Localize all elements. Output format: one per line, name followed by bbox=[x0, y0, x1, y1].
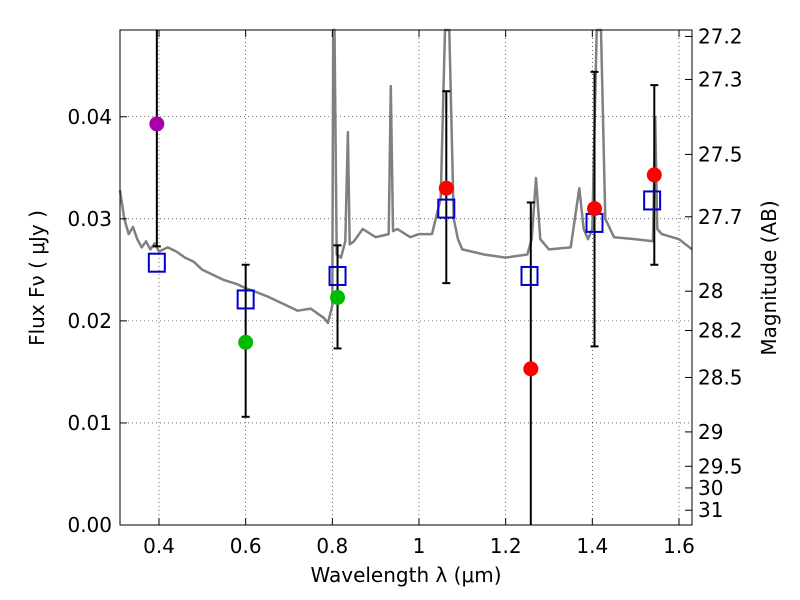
magnitude-tick-label: 28.5 bbox=[698, 365, 743, 389]
model-squares-layer bbox=[147, 190, 662, 310]
model-square-marker bbox=[328, 265, 347, 286]
plot-frame bbox=[119, 29, 693, 526]
magnitude-tick-label: 27.5 bbox=[698, 142, 743, 166]
x-tick-label: 1.6 bbox=[663, 534, 695, 558]
magnitude-tick-label: 27.3 bbox=[698, 67, 743, 91]
y-tick-label: 0.04 bbox=[67, 105, 112, 129]
x-tick-label: 0.6 bbox=[230, 534, 262, 558]
observed-point bbox=[523, 361, 539, 377]
observed-points-layer bbox=[149, 116, 662, 377]
y-tick-label: 0.03 bbox=[67, 207, 112, 231]
y-tick-label: 0.01 bbox=[67, 411, 112, 435]
x-axis-label: Wavelength λ (μm) bbox=[310, 563, 501, 587]
sed-model-layer bbox=[118, 28, 693, 325]
x-tick-label: 0.4 bbox=[143, 534, 175, 558]
magnitude-tick-label: 27.2 bbox=[698, 24, 743, 48]
magnitude-tick-label: 27.7 bbox=[698, 205, 743, 229]
x-ticks: 0.4 0.6 0.8 1 1.2 1.4 1.6 bbox=[143, 30, 695, 558]
observed-point bbox=[149, 116, 165, 132]
observed-point bbox=[646, 167, 662, 183]
model-square-marker bbox=[643, 190, 662, 211]
magnitude-tick-label: 28 bbox=[698, 279, 723, 303]
magnitude-tick-label: 28.2 bbox=[698, 319, 743, 343]
model-square-marker bbox=[236, 289, 255, 310]
model-square-marker bbox=[437, 198, 456, 219]
model-square-marker bbox=[520, 265, 539, 286]
x-tick-label: 1 bbox=[413, 534, 426, 558]
y-tick-label: 0.00 bbox=[67, 513, 112, 537]
grid-lines bbox=[120, 30, 692, 526]
error-bars-layer bbox=[152, 30, 659, 525]
sed-model-line bbox=[118, 28, 693, 325]
right-axis-label: Magnitude (AB) bbox=[757, 200, 781, 355]
observed-point bbox=[330, 289, 346, 305]
magnitude-tick-label: 29 bbox=[698, 420, 723, 444]
y-tick-label: 0.02 bbox=[67, 309, 112, 333]
x-tick-label: 1.2 bbox=[490, 534, 522, 558]
magnitude-tick-label: 31 bbox=[698, 498, 723, 522]
magnitude-tick-label: 29.5 bbox=[698, 454, 743, 478]
y-axis-label: Flux Fν ( μJy ) bbox=[25, 210, 49, 346]
observed-point bbox=[438, 180, 454, 196]
x-tick-label: 1.4 bbox=[576, 534, 608, 558]
magnitude-tick-label: 30 bbox=[698, 476, 723, 500]
y-ticks: 0.00 0.01 0.02 0.03 0.04 bbox=[67, 105, 127, 537]
model-square-marker bbox=[147, 252, 166, 273]
observed-point bbox=[587, 201, 602, 217]
x-tick-label: 0.8 bbox=[316, 534, 348, 558]
observed-point bbox=[238, 334, 254, 350]
